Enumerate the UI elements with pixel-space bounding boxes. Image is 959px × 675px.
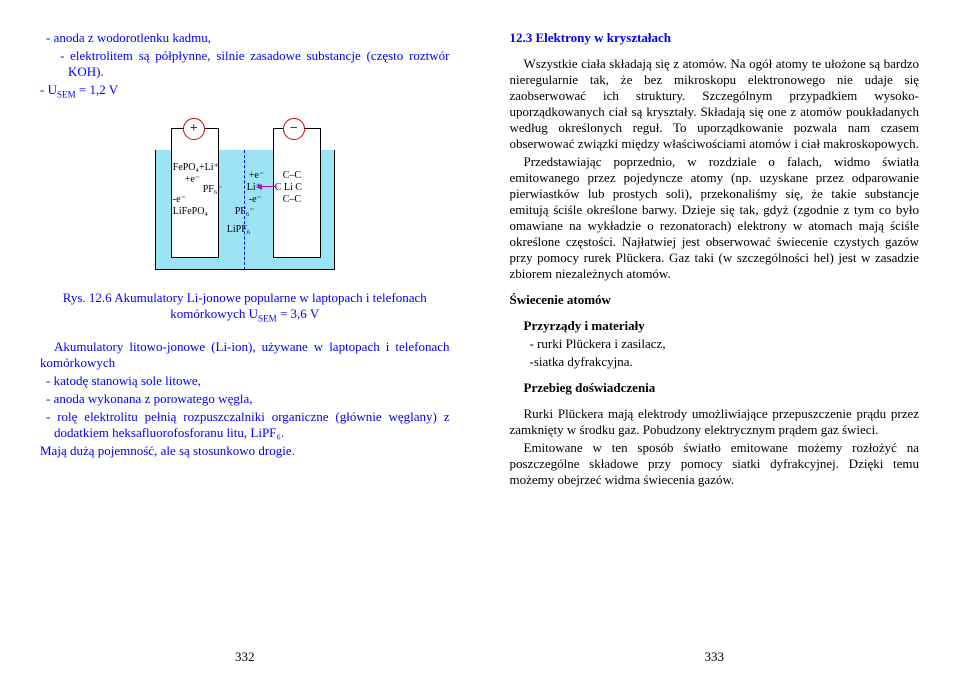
intro-line-1: - anoda z wodorotlenku kadmu,	[40, 30, 450, 46]
diagram-container: + − FePO₄+Li⁺ +e⁻ PF₆⁻ -e⁻ LiFePO₄ LiPF₆…	[40, 120, 450, 280]
list-cathode: - katodę stanowią sole litowe,	[40, 373, 450, 389]
spacer	[510, 372, 920, 380]
left-column: - anoda z wodorotlenku kadmu, - elektrol…	[0, 0, 480, 675]
page-number-right: 333	[510, 649, 920, 665]
usem-pre: - U	[40, 82, 57, 97]
page: - anoda z wodorotlenku kadmu, - elektrol…	[0, 0, 959, 675]
spacer	[510, 284, 920, 292]
spacer	[510, 398, 920, 406]
heading-swiecenie: Świecenie atomów	[510, 292, 920, 308]
usem-rest: = 1,2 V	[76, 82, 119, 97]
para-pluckera-1: Rurki Plückera mają elektrody umożliwiaj…	[510, 406, 920, 438]
label-lipf6: LiPF₆	[227, 224, 251, 235]
terminal-minus-icon: −	[283, 118, 305, 140]
fig-caption-sub: SEM	[258, 313, 277, 323]
label-c-c-2: C–C	[283, 194, 301, 205]
label-minus-e-mid: -e⁻	[249, 194, 262, 205]
battery-diagram: + − FePO₄+Li⁺ +e⁻ PF₆⁻ -e⁻ LiFePO₄ LiPF₆…	[115, 120, 375, 280]
usem-line: - USEM = 1,2 V	[40, 82, 450, 100]
list-electrolyte: - rolę elektrolitu pełnią rozpuszczalnik…	[40, 409, 450, 441]
usem-sub: SEM	[57, 90, 76, 100]
para-pluckera-2: Emitowane w ten sposób światło emitowane…	[510, 440, 920, 488]
spacer	[510, 310, 920, 318]
list-anode: - anoda wykonana z porowatego węgla,	[40, 391, 450, 407]
para-crystals-1: Wszystkie ciała składają się z atomów. N…	[510, 56, 920, 152]
para-accumulators: Akumulatory litowo-jonowe (Li-ion), używ…	[40, 339, 450, 371]
label-c-c-1: C–C	[283, 170, 301, 181]
label-minus-e-left: -e⁻	[173, 194, 186, 205]
heading-experiment: Przebieg doświadczenia	[510, 380, 920, 396]
right-column: 12.3 Elektrony w kryształach Wszystkie c…	[480, 0, 959, 675]
minus-sign: −	[290, 122, 298, 136]
page-number-left: 332	[40, 649, 450, 665]
spacer	[510, 48, 920, 56]
material-2: -siatka dyfrakcyjna.	[510, 354, 920, 370]
label-pf6-left: PF₆⁻	[203, 184, 223, 195]
electrode-right	[273, 128, 321, 258]
label-plus-e-left: +e⁻	[185, 174, 200, 185]
para-crystals-2: Przedstawiając poprzednio, w rozdziale o…	[510, 154, 920, 282]
heading-materials: Przyrządy i materiały	[510, 318, 920, 334]
spacer	[40, 325, 450, 339]
figure-caption: Rys. 12.6 Akumulatory Li-jonowe popularn…	[40, 290, 450, 324]
fig-caption-rest: = 3,6 V	[277, 306, 320, 321]
intro-line-2: - elektrolitem są półpłynne, silnie zasa…	[40, 48, 450, 80]
plus-sign: +	[190, 122, 198, 136]
material-1: - rurki Plückera i zasilacz,	[510, 336, 920, 352]
label-pf6-center: PF₆⁻	[235, 206, 255, 217]
heading-12-3: 12.3 Elektrony w kryształach	[510, 30, 920, 46]
label-c-li-c: C Li C	[275, 182, 302, 193]
arrow-li-icon	[261, 186, 275, 187]
terminal-plus-icon: +	[183, 118, 205, 140]
label-plus-e-mid: +e⁻	[249, 170, 264, 181]
label-lifepo4: LiFePO₄	[173, 206, 208, 217]
fig-caption-pre: Rys. 12.6	[63, 290, 115, 305]
para-capacity: Mają dużą pojemność, ale są stosunkowo d…	[40, 443, 450, 459]
label-fepo4-li: FePO₄+Li⁺	[173, 162, 219, 173]
